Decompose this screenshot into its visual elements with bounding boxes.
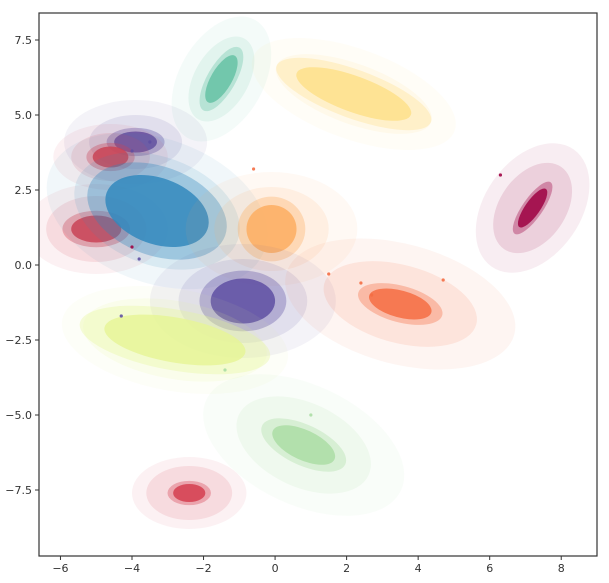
cluster-2-core bbox=[205, 55, 238, 103]
y-tick-label-6: −5.0 bbox=[5, 409, 32, 422]
data-point-8 bbox=[327, 272, 331, 276]
cluster-8-core bbox=[210, 278, 276, 324]
data-point-12 bbox=[223, 368, 227, 372]
x-tick-label-8: 8 bbox=[558, 562, 565, 575]
cluster-11-core bbox=[104, 314, 246, 366]
y-tick-label-1: 7.5 bbox=[15, 34, 33, 47]
data-point-3 bbox=[130, 149, 134, 153]
cluster-7-core bbox=[246, 205, 297, 253]
cluster-13-core bbox=[173, 484, 206, 502]
data-point-6 bbox=[119, 314, 123, 318]
x-tick-label-7: 6 bbox=[486, 562, 493, 575]
x-tick-label-5: 2 bbox=[343, 562, 350, 575]
y-tick-label-5: −2.5 bbox=[5, 334, 32, 347]
cluster-4 bbox=[53, 124, 168, 190]
x-tick-label-1: −6 bbox=[52, 562, 68, 575]
x-tick-label-4: 0 bbox=[272, 562, 279, 575]
plot-area bbox=[39, 13, 597, 556]
data-point-9 bbox=[359, 281, 363, 285]
data-point-2 bbox=[148, 140, 152, 144]
y-tick-label-2: 5.0 bbox=[15, 109, 33, 122]
x-tick-label-3: −2 bbox=[195, 562, 211, 575]
cluster-1-core bbox=[114, 131, 158, 153]
cluster-9-core bbox=[368, 288, 432, 320]
cluster-3 bbox=[251, 38, 456, 150]
data-point-13 bbox=[309, 413, 313, 417]
cluster-5-core bbox=[71, 215, 122, 243]
data-point-7 bbox=[252, 167, 256, 171]
y-tick-label-4: 0.0 bbox=[15, 259, 33, 272]
cluster-11 bbox=[61, 285, 288, 395]
cluster-10 bbox=[475, 143, 590, 273]
cluster-12-core bbox=[272, 425, 336, 465]
cluster-10-core bbox=[517, 188, 548, 228]
data-marks bbox=[39, 16, 590, 529]
cluster-12 bbox=[203, 374, 405, 516]
cluster-2 bbox=[171, 16, 272, 142]
data-point-10 bbox=[370, 293, 374, 297]
y-tick-label-7: −7.5 bbox=[5, 484, 32, 497]
x-tick-label-2: −4 bbox=[124, 562, 140, 575]
y-tick-label-3: 2.5 bbox=[15, 184, 33, 197]
data-point-11 bbox=[441, 278, 445, 282]
y-axis: 7.5 5.0 2.5 0.0 −2.5 −5.0 −7.5 bbox=[5, 34, 39, 497]
x-axis: −6 −4 −2 0 2 4 6 8 bbox=[52, 556, 565, 575]
cluster-13 bbox=[132, 457, 247, 529]
data-point-4 bbox=[137, 257, 141, 261]
data-point-1 bbox=[498, 173, 503, 177]
cluster-3-core bbox=[296, 67, 412, 121]
cluster-6 bbox=[46, 132, 268, 290]
cluster-4-core bbox=[92, 146, 129, 168]
data-point-5 bbox=[130, 245, 134, 249]
plot-frame bbox=[38, 12, 598, 557]
x-tick-label-6: 4 bbox=[415, 562, 422, 575]
cluster-6-core bbox=[105, 174, 209, 248]
cluster-7 bbox=[185, 172, 358, 286]
